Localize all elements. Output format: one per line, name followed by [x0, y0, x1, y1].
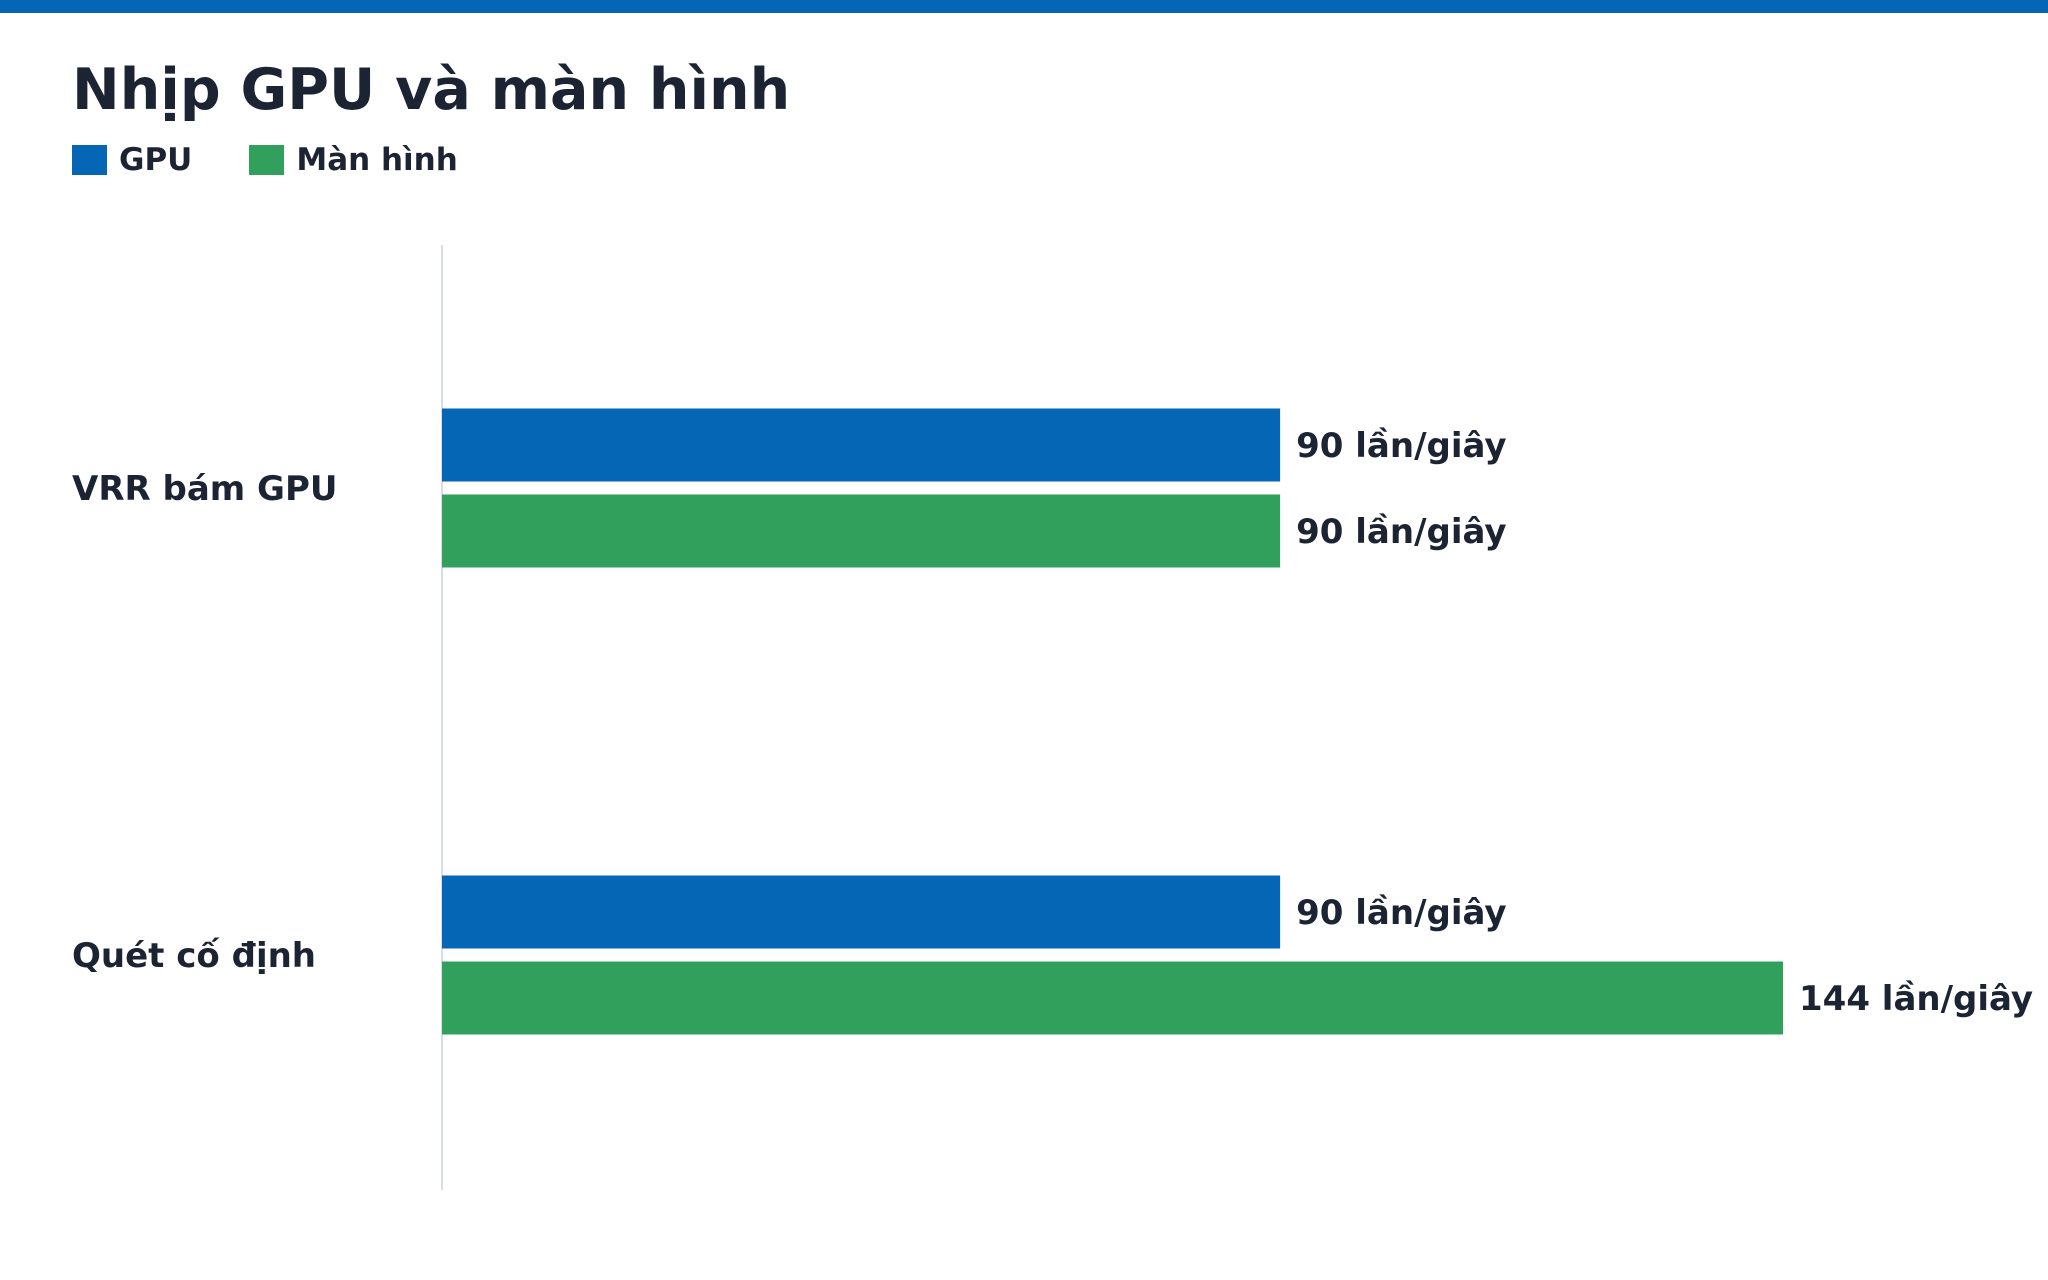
- bar-gpu: [442, 875, 1281, 949]
- legend-label-screen: Màn hình: [296, 142, 458, 178]
- top-accent-bar: [0, 0, 2048, 13]
- data-label: 90 lần/giây: [1296, 426, 1506, 466]
- legend-item-screen: Màn hình: [249, 142, 458, 178]
- data-label: 90 lần/giây: [1296, 512, 1506, 552]
- bar-screen: [442, 961, 1783, 1035]
- bar-screen: [442, 494, 1281, 568]
- legend-swatch-screen: [249, 145, 285, 175]
- bar-gpu: [442, 408, 1281, 482]
- legend-label-gpu: GPU: [119, 142, 193, 178]
- data-label: 144 lần/giây: [1799, 979, 2033, 1019]
- category-label: Quét cố định: [72, 936, 316, 976]
- legend-item-gpu: GPU: [72, 142, 192, 178]
- category-label: VRR bám GPU: [72, 469, 338, 509]
- legend-swatch-gpu: [72, 145, 107, 175]
- data-label: 90 lần/giây: [1296, 893, 1506, 933]
- chart-title: Nhịp GPU và màn hình: [72, 57, 791, 123]
- legend: GPU Màn hình: [72, 140, 515, 180]
